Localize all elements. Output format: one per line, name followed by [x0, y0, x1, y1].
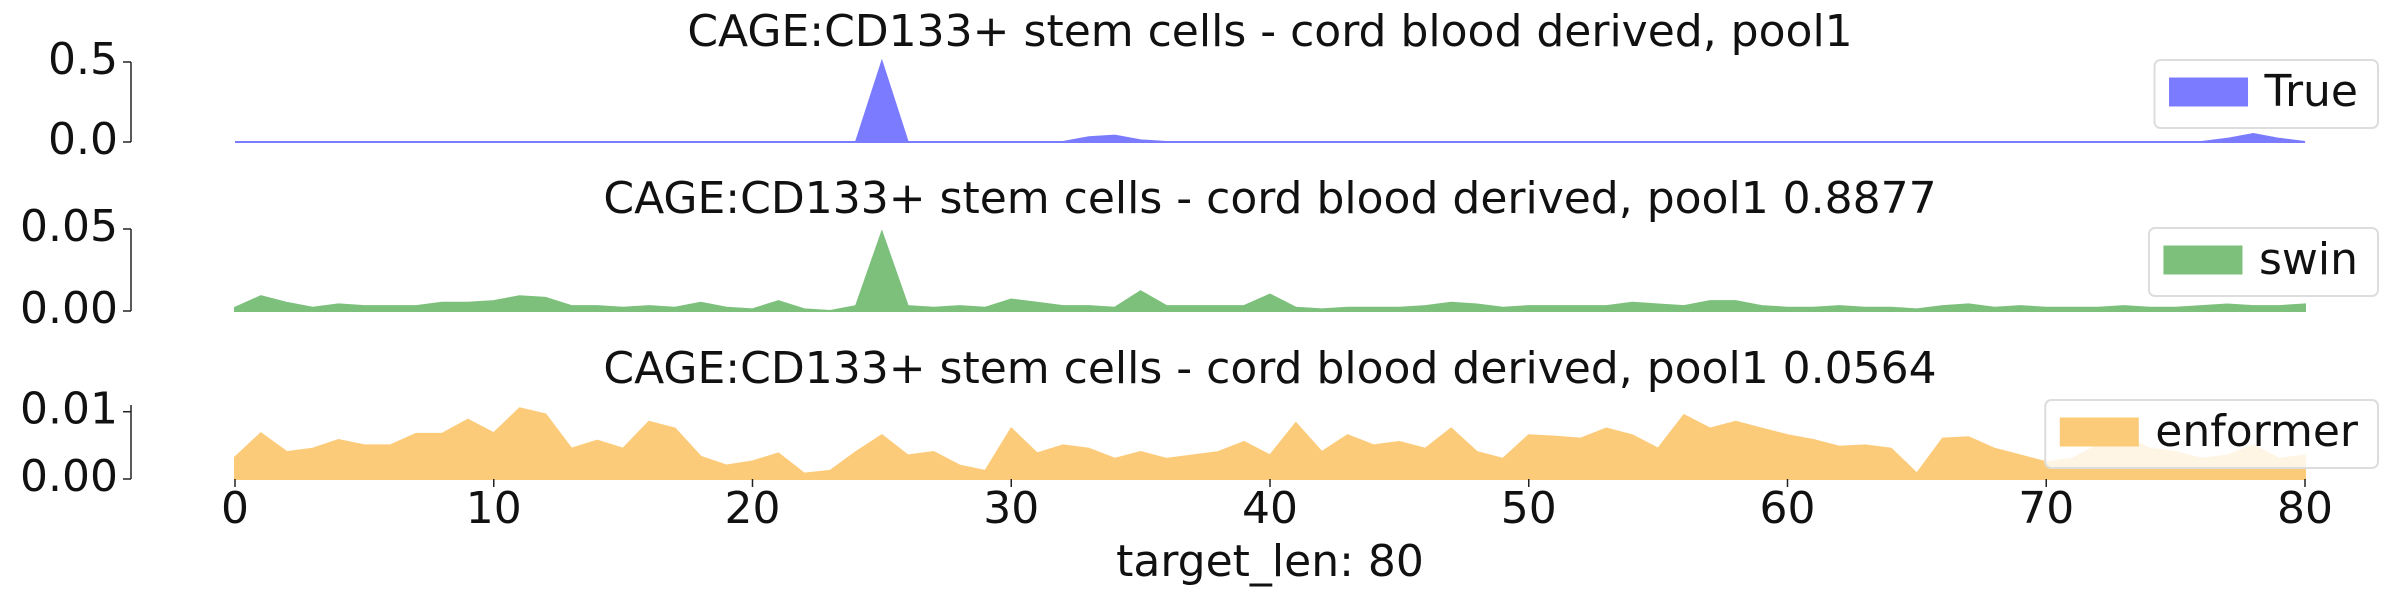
x-tick-label: 20 — [725, 483, 781, 534]
x-tick-label: 70 — [2018, 483, 2074, 534]
area — [234, 229, 2306, 313]
legend-swatch — [2059, 417, 2139, 447]
y-tick-label: 0.01 — [20, 384, 118, 435]
x-tick-label: 80 — [2277, 483, 2333, 534]
legend-label: enformer — [2155, 406, 2359, 457]
x-tick-label: 0 — [221, 483, 249, 534]
panel-title: CAGE:CD133+ stem cells - cord blood deri… — [687, 6, 1852, 57]
y-tick-label: 0.0 — [48, 114, 118, 165]
x-tick-label: 50 — [1501, 483, 1557, 534]
x-axis-label: target_len: 80 — [1116, 536, 1424, 587]
x-tick-label: 40 — [1242, 483, 1298, 534]
legend-swatch — [2169, 77, 2249, 107]
panel-title: CAGE:CD133+ stem cells - cord blood deri… — [603, 343, 1936, 394]
area — [234, 407, 2306, 480]
legend-box — [2147, 227, 2379, 297]
y-tick-label: 0.05 — [20, 201, 118, 252]
legend-label: swin — [2259, 234, 2358, 285]
legend-box — [2153, 59, 2379, 129]
y-tick-label: 0.00 — [20, 451, 118, 502]
legend-box — [2044, 399, 2379, 469]
x-tick-label: 10 — [466, 483, 522, 534]
x-tick-label: 60 — [1760, 483, 1816, 534]
y-tick-label: 0.00 — [20, 283, 118, 334]
area — [235, 58, 2306, 143]
legend-label: True — [2264, 66, 2358, 117]
panel-title: CAGE:CD133+ stem cells - cord blood deri… — [603, 173, 1936, 224]
legend-swatch — [2163, 245, 2243, 275]
y-tick-label: 0.5 — [48, 34, 118, 85]
x-tick-label: 30 — [983, 483, 1039, 534]
